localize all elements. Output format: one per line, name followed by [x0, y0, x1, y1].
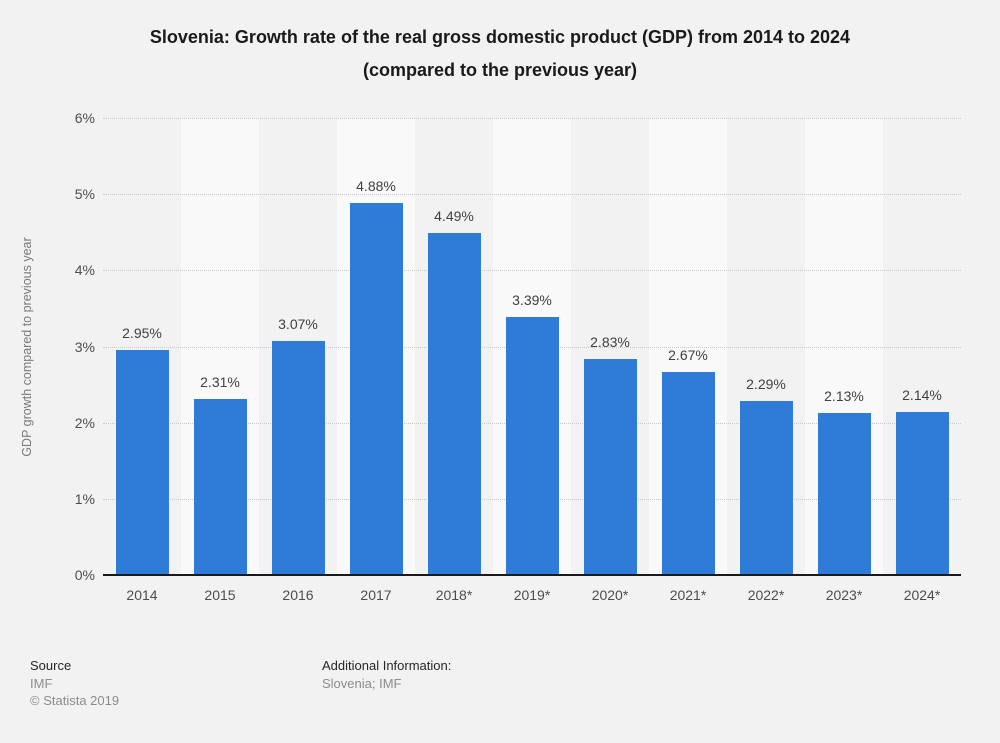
gridline [103, 118, 961, 119]
bar-2023* [817, 412, 871, 575]
bar-value-label: 2.95% [122, 325, 162, 342]
x-axis-baseline [103, 574, 961, 576]
x-axis-tick-label: 2018* [435, 587, 473, 603]
bar-2015 [193, 399, 247, 575]
bar-value-label: 2.83% [590, 334, 630, 351]
gridline [103, 194, 961, 196]
bar-value-label: 2.14% [902, 387, 942, 403]
chart-title: Slovenia: Growth rate of the real gross … [50, 21, 950, 87]
bar-2024* [895, 412, 949, 575]
bar-2022* [739, 400, 793, 575]
bar-value-label: 3.07% [278, 316, 318, 333]
bar-2017 [349, 203, 403, 575]
additional-info-block: Additional Information: Slovenia; IMF [322, 657, 451, 692]
bar-2014 [115, 350, 169, 575]
x-axis-tick-label: 2022* [747, 587, 785, 603]
y-axis-tick-label: 1% [74, 490, 95, 507]
x-axis-tick-label: 2016 [282, 587, 314, 603]
source-value: IMF [30, 676, 53, 691]
y-axis-tick-label: 3% [74, 338, 95, 355]
bar-value-label: 4.49% [434, 208, 474, 224]
chart-title-line1: Slovenia: Growth rate of the real gross … [149, 27, 851, 47]
bar-value-label: 2.31% [200, 374, 240, 391]
source-label: Source [30, 658, 72, 673]
copyright-notice: © Statista 2019 [30, 693, 120, 708]
x-axis-tick-label: 2015 [204, 587, 236, 603]
y-axis-title: GDP growth compared to previous year [20, 237, 34, 457]
additional-info-value: Slovenia; IMF [322, 676, 402, 691]
x-axis-tick-label: 2019* [513, 587, 551, 603]
y-axis-tick-label: 2% [74, 414, 95, 431]
plot-area: 2.95% 2.31% 3.07% 4.88% 4.49% 3.39% 2.83% 2.67%… [103, 118, 961, 575]
bar-2021* [661, 371, 715, 575]
bar-value-label: 4.88% [356, 178, 396, 195]
bar-value-label: 3.39% [512, 291, 552, 308]
x-axis-tick-label: 2023* [825, 587, 863, 603]
x-axis-tick-label: 2014 [126, 587, 158, 603]
bar-value-label: 2.29% [746, 375, 786, 392]
y-axis-tick-label: 0% [74, 567, 95, 583]
x-axis-tick-label: 2024* [903, 587, 941, 603]
gridline [103, 270, 961, 272]
bar-2016 [271, 341, 325, 575]
y-axis-tick-label: 6% [74, 110, 95, 126]
x-axis-tick-label: 2017 [360, 587, 392, 603]
x-axis-tick-label: 2020* [591, 587, 629, 603]
y-axis-tick-label: 5% [74, 186, 95, 203]
additional-info-label: Additional Information: [322, 658, 452, 673]
bar-2018* [427, 233, 481, 575]
chart-title-line2: (compared to the previous year) [362, 60, 638, 80]
y-axis-tick-label: 4% [74, 262, 95, 279]
bar-value-label: 2.13% [824, 387, 864, 404]
bar-value-label: 2.67% [668, 346, 708, 363]
chart-footer: Source IMF © Statista 2019 Additional In… [0, 650, 1000, 743]
x-axis-tick-label: 2021* [669, 587, 707, 603]
source-block: Source IMF © Statista 2019 [30, 657, 119, 709]
bar-chart: GDP growth compared to previous year 2.9… [20, 110, 961, 603]
bar-2019* [505, 316, 559, 575]
bar-2020* [583, 359, 637, 575]
